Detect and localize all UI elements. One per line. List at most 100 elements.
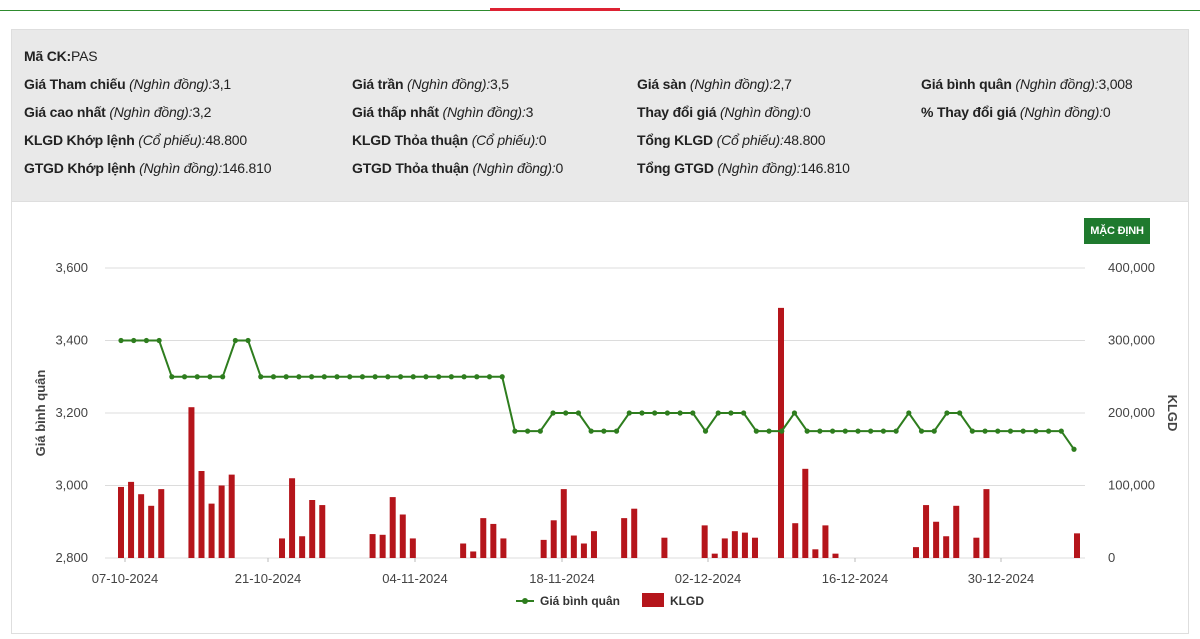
field-unit: (Nghìn đồng): — [442, 104, 526, 120]
chart-area — [11, 202, 1189, 634]
volume-bar — [138, 494, 145, 558]
y-left-tick-label: 3,400 — [55, 333, 88, 348]
price-point — [194, 374, 200, 380]
volume-bar — [631, 508, 638, 558]
x-tick-label: 30-12-2024 — [968, 571, 1035, 586]
x-tick-label: 02-12-2024 — [675, 571, 742, 586]
ticker-value: PAS — [71, 48, 98, 64]
volume-bar — [560, 489, 567, 558]
price-point — [766, 428, 772, 434]
price-point — [118, 337, 124, 344]
price-point — [1071, 446, 1077, 452]
volume-bar — [540, 539, 547, 558]
price-point — [1033, 428, 1039, 434]
price-point — [283, 374, 289, 380]
field-label: GTGD Khớp lệnh — [24, 160, 140, 176]
volume-bar — [923, 505, 930, 558]
price-point — [474, 374, 480, 380]
volume-bar — [389, 497, 396, 558]
field-label: Thay đổi giá — [637, 104, 720, 120]
y-right-tick-label: 200,000 — [1108, 405, 1155, 420]
field-value: 0 — [802, 104, 811, 120]
info-field: % Thay đổi giá (Nghìn đồng):0 — [921, 104, 1111, 120]
price-point — [741, 410, 747, 416]
price-point — [575, 410, 582, 416]
volume-bar — [128, 481, 135, 558]
volume-bar — [118, 486, 124, 558]
info-field: KLGD Thỏa thuận (Cổ phiếu):0 — [352, 132, 547, 148]
field-unit: (Cổ phiếu): — [471, 132, 539, 148]
y-right-tick-label: 0 — [1108, 550, 1115, 565]
volume-bar — [741, 532, 748, 558]
stock-info-panel — [11, 29, 1189, 202]
volume-bar — [570, 535, 577, 558]
price-point — [220, 374, 226, 380]
price-point — [664, 410, 670, 416]
price-point — [245, 337, 251, 344]
y-right-axis-title: KLGD — [1165, 395, 1180, 432]
price-point — [982, 428, 988, 434]
ticker-info: Mã CK:PAS — [24, 48, 98, 64]
y-left-tick-label: 2,800 — [55, 550, 88, 565]
field-value: 48.800 — [783, 132, 826, 148]
field-unit: (Nghìn đồng): — [1019, 104, 1103, 120]
field-unit: (Nghìn đồng): — [109, 104, 193, 120]
volume-bar — [580, 543, 587, 558]
active-tab-indicator — [490, 8, 620, 11]
price-point — [499, 374, 505, 380]
volume-bar — [369, 534, 376, 558]
x-tick-label: 21-10-2024 — [235, 571, 302, 586]
field-label: % Thay đổi giá — [921, 104, 1020, 120]
price-point — [461, 374, 467, 380]
field-value: 0 — [1102, 104, 1111, 120]
price-point — [791, 410, 798, 416]
field-unit: (Nghìn đồng): — [139, 160, 223, 176]
volume-bar — [751, 537, 758, 558]
volume-bar — [218, 485, 225, 558]
volume-bar — [148, 505, 155, 558]
field-value: 3 — [525, 104, 534, 120]
info-field: GTGD Thỏa thuận (Nghìn đồng):0 — [352, 160, 563, 176]
y-right-tick-label: 100,000 — [1108, 478, 1155, 493]
price-point — [995, 428, 1001, 434]
info-field: Giá thấp nhất (Nghìn đồng):3 — [352, 104, 533, 120]
price-point — [906, 410, 912, 416]
price-point — [1045, 428, 1052, 434]
field-label: Giá sàn — [637, 76, 690, 92]
price-point — [563, 410, 569, 416]
volume-bar — [661, 537, 668, 558]
price-point — [448, 374, 454, 380]
field-value: 3,1 — [212, 76, 232, 92]
price-point — [613, 428, 620, 434]
x-tick-label: 16-12-2024 — [822, 571, 889, 586]
price-point — [372, 374, 378, 380]
price-point — [1020, 428, 1026, 434]
volume-bar — [721, 538, 728, 558]
price-point — [626, 410, 632, 416]
volume-bar — [731, 531, 738, 558]
y-left-tick-label: 3,200 — [55, 405, 88, 420]
price-line — [121, 339, 1075, 450]
field-unit: (Nghìn đồng): — [407, 76, 491, 92]
price-point — [893, 428, 899, 434]
field-label: Giá Tham chiếu — [24, 76, 130, 92]
volume-bar — [299, 536, 306, 558]
price-point — [842, 428, 848, 434]
volume-bar — [802, 468, 809, 558]
default-view-button[interactable]: MẶC ĐỊNH — [1084, 218, 1150, 244]
info-field: Giá cao nhất (Nghìn đồng):3,2 — [24, 104, 211, 120]
price-point — [829, 428, 836, 434]
field-unit: (Nghìn đồng): — [689, 76, 773, 92]
field-unit: (Nghìn đồng): — [472, 160, 556, 176]
price-point — [880, 428, 887, 434]
field-label: KLGD Khớp lệnh — [24, 132, 139, 148]
price-point — [601, 428, 607, 434]
volume-bar — [399, 514, 406, 558]
volume-bar — [279, 538, 286, 558]
volume-bar — [973, 537, 980, 558]
price-point — [296, 374, 302, 380]
info-field: Giá Tham chiếu (Nghìn đồng):3,1 — [24, 76, 231, 92]
price-point — [969, 428, 975, 434]
volume-bar — [379, 534, 386, 558]
price-point — [957, 410, 963, 416]
